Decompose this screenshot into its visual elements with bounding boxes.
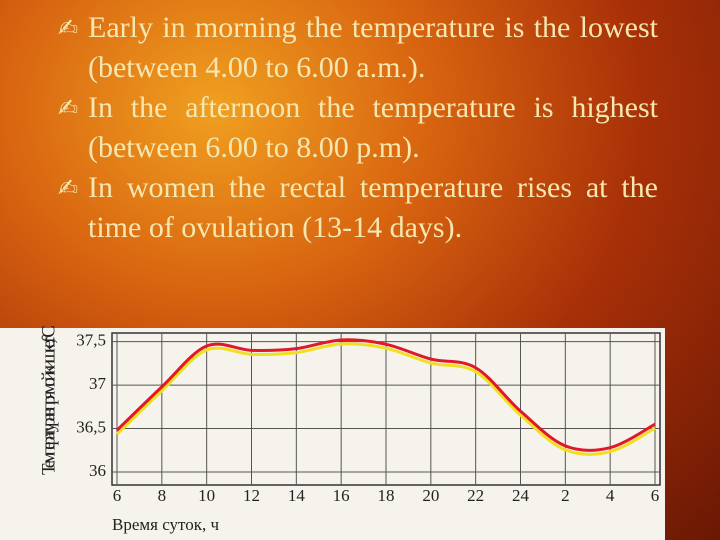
- y-tick-label: 36: [89, 461, 106, 480]
- x-tick-label: 4: [606, 486, 615, 505]
- x-tick-label: 10: [198, 486, 215, 505]
- bullet-text: In women the rectal temperature rises at…: [88, 171, 658, 244]
- line-shadow: [115, 342, 656, 456]
- bullet: ✍ In the afternoon the temperature is hig…: [58, 91, 658, 164]
- x-tick-label: 20: [422, 486, 439, 505]
- x-tick-label: 22: [467, 486, 484, 505]
- line: [115, 338, 656, 452]
- y-tick-label: 37: [89, 374, 107, 393]
- x-tick-label: 2: [561, 486, 570, 505]
- x-tick-label: 16: [333, 486, 350, 505]
- chart-panel: [0, 328, 665, 540]
- x-tick-label: 6: [651, 486, 660, 505]
- x-tick-label: 14: [288, 486, 306, 505]
- bullet: ✍ Early in morning the temperature is the…: [58, 11, 658, 84]
- x-tick-label: 18: [378, 486, 395, 505]
- bullet-list: ✍ Early in morning the temperature is the…: [58, 8, 658, 248]
- y-tick-label: 37,5: [76, 331, 106, 350]
- y-axis-label: Температура в прямой кишке, t°C: [38, 325, 59, 475]
- bullet: ✍ In women the rectal temperature rises a…: [58, 171, 658, 244]
- x-tick-label: 8: [158, 486, 167, 505]
- bullet-text: Early in morning the temperature is the …: [88, 11, 658, 84]
- bullet-text: In the afternoon the temperature is high…: [88, 91, 658, 164]
- x-axis-label: Время суток, ч: [112, 515, 219, 534]
- x-tick-label: 12: [243, 486, 260, 505]
- x-tick-label: 6: [113, 486, 122, 505]
- x-tick-label: 24: [512, 486, 530, 505]
- y-tick-label: 36,5: [76, 417, 106, 436]
